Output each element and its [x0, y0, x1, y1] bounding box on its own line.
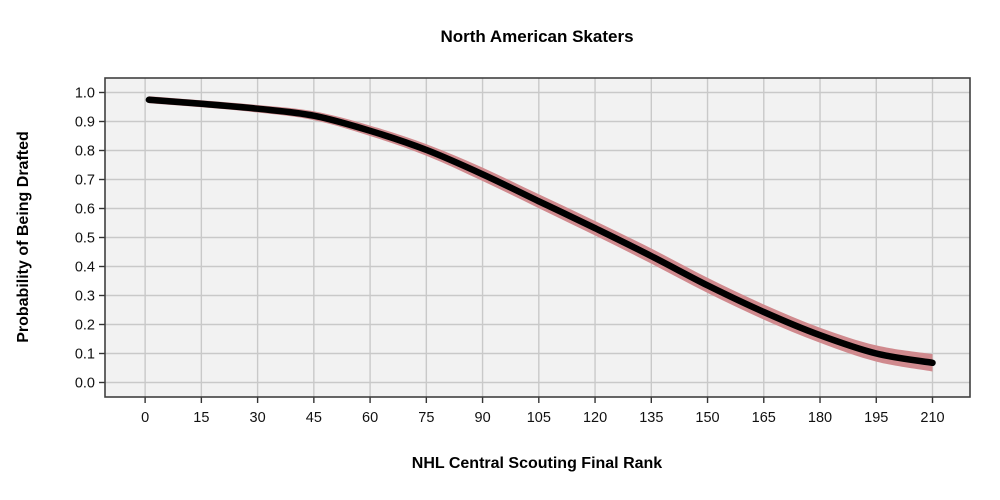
y-tick-label: 0.0 [75, 376, 95, 392]
x-tick-label: 105 [527, 410, 551, 426]
y-tick-label: 0.9 [75, 115, 95, 131]
y-tick-label: 0.3 [75, 289, 95, 305]
x-tick-label: 15 [193, 410, 209, 426]
x-tick-label: 150 [695, 410, 719, 426]
y-tick-label: 0.8 [75, 144, 95, 160]
x-tick-label: 165 [752, 410, 776, 426]
x-tick-label: 90 [475, 410, 491, 426]
y-tick-label: 1.0 [75, 86, 95, 102]
x-tick-label: 120 [583, 410, 607, 426]
x-tick-label: 210 [920, 410, 944, 426]
x-tick-label: 0 [141, 410, 149, 426]
y-tick-label: 0.4 [75, 260, 95, 276]
x-tick-label: 180 [808, 410, 832, 426]
chart-title: North American Skaters [440, 27, 634, 46]
x-tick-label: 135 [639, 410, 663, 426]
y-tick-label: 0.1 [75, 347, 95, 363]
y-tick-label: 0.2 [75, 318, 95, 334]
x-tick-label: 60 [362, 410, 378, 426]
x-tick-label: 45 [306, 410, 322, 426]
y-tick-label: 0.6 [75, 202, 95, 218]
x-tick-label: 195 [864, 410, 888, 426]
y-tick-label: 0.7 [75, 173, 95, 189]
fitted-curve [145, 96, 936, 367]
x-axis-title: NHL Central Scouting Final Rank [411, 455, 663, 472]
panel-border [104, 77, 971, 398]
x-tick-label: 75 [418, 410, 434, 426]
y-tick-label: 0.5 [75, 231, 95, 247]
x-tick-label: 30 [250, 410, 266, 426]
